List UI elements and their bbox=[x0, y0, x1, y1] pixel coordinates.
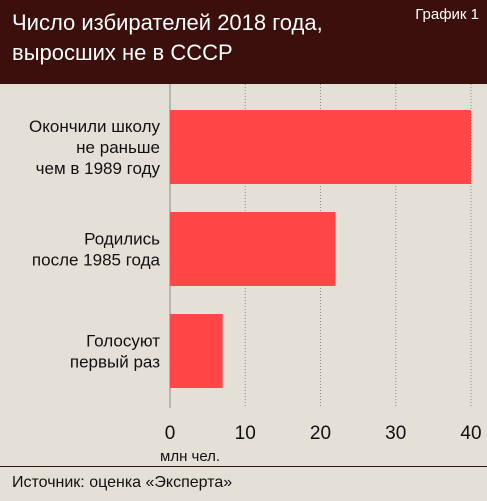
x-tick-label-20: 20 bbox=[310, 423, 331, 444]
bar-1 bbox=[170, 212, 336, 286]
chart-title-line-2: выросших не в СССР bbox=[12, 40, 233, 65]
category-label-0-2: чем в 1989 году bbox=[36, 159, 161, 178]
chart-plot-area: Окончили школу не раньше чем в 1989 году Ро… bbox=[0, 84, 487, 465]
chart-footer: Источник: оценка «Эксперта» bbox=[0, 466, 487, 501]
chart-header: Число избирателей 2018 года, выросших не… bbox=[0, 0, 487, 84]
x-tick-label-30: 30 bbox=[385, 423, 406, 444]
source-note: Источник: оценка «Эксперта» bbox=[12, 474, 233, 491]
bar-2 bbox=[170, 314, 223, 388]
category-label-2-1: первый раз bbox=[70, 353, 160, 372]
x-axis-unit-label: млн чел. bbox=[160, 448, 220, 464]
chart-title: Число избирателей 2018 года, выросших не… bbox=[12, 8, 392, 68]
x-tick-label-40: 40 bbox=[460, 423, 481, 444]
category-label-1-0: Родились bbox=[84, 230, 160, 249]
category-label-0-1: не раньше bbox=[76, 138, 160, 157]
category-label-0-0: Окончили школу bbox=[29, 117, 160, 136]
chart-number-badge: График 1 bbox=[415, 6, 479, 23]
bar-0 bbox=[170, 110, 471, 184]
bar-chart: Окончили школу не раньше чем в 1989 году Ро… bbox=[29, 84, 482, 465]
x-tick-label-0: 0 bbox=[165, 423, 176, 444]
x-tick-label-10: 10 bbox=[235, 423, 256, 444]
category-label-2-0: Голосуют bbox=[86, 332, 160, 351]
category-label-1-1: после 1985 года bbox=[32, 251, 161, 270]
chart-title-line-1: Число избирателей 2018 года, bbox=[12, 10, 323, 35]
